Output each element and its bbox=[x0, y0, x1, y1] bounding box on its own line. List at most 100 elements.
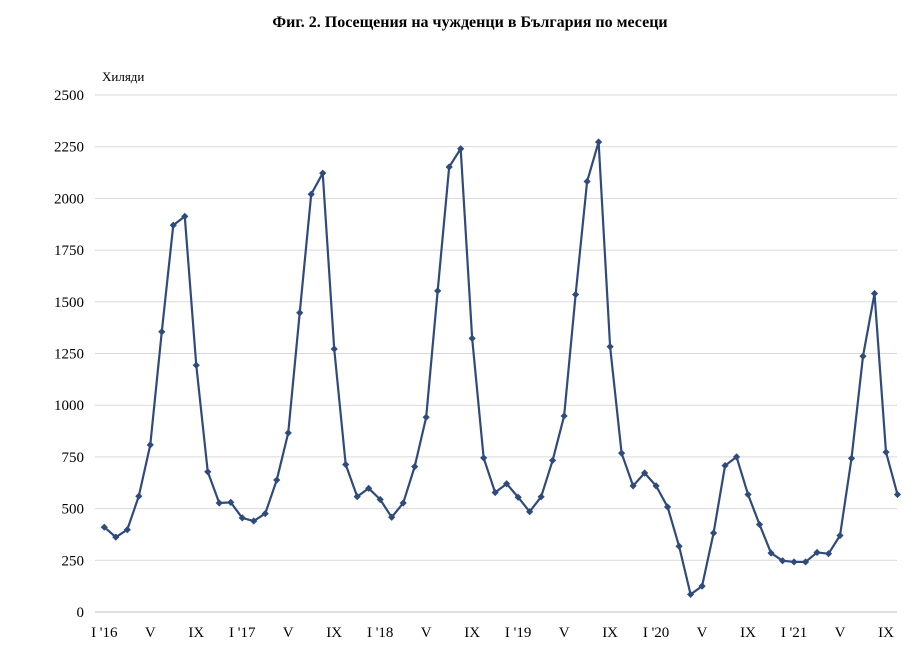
data-point bbox=[663, 503, 672, 511]
data-point bbox=[893, 490, 902, 499]
x-tick-label: I '21 bbox=[781, 625, 807, 641]
x-tick-label: IX bbox=[188, 625, 204, 641]
data-point bbox=[618, 449, 626, 457]
data-point bbox=[572, 290, 580, 299]
data-point bbox=[192, 361, 200, 369]
data-point bbox=[675, 542, 683, 550]
x-tick-label: I '18 bbox=[367, 625, 393, 641]
chart-title: Фиг. 2. Посещения на чужденци в България… bbox=[272, 14, 667, 31]
data-point bbox=[709, 529, 718, 537]
gridlines bbox=[95, 94, 897, 613]
data-point bbox=[744, 490, 752, 499]
x-tick-label: I '16 bbox=[91, 625, 118, 641]
x-tick-label: V bbox=[835, 625, 846, 641]
series-line bbox=[103, 140, 899, 596]
data-point bbox=[227, 498, 235, 506]
y-tick-label: 2000 bbox=[54, 191, 84, 207]
data-point bbox=[158, 328, 166, 336]
y-tick-label: 1000 bbox=[54, 398, 84, 414]
y-tick-label: 2500 bbox=[54, 88, 84, 104]
data-point bbox=[399, 499, 407, 507]
y-tick-label: 1750 bbox=[54, 243, 84, 259]
data-point bbox=[778, 557, 787, 565]
data-point bbox=[365, 484, 373, 492]
data-point bbox=[457, 145, 465, 153]
data-point bbox=[238, 514, 246, 522]
data-point bbox=[353, 493, 361, 501]
x-axis-ticks: I '16 V IX I '17 V IX I '18 V IX I '19 V IX I '20 V IX… bbox=[91, 625, 894, 641]
data-point bbox=[560, 412, 568, 420]
data-point bbox=[526, 508, 534, 516]
data-point bbox=[273, 476, 281, 484]
data-point bbox=[870, 289, 879, 298]
data-point bbox=[307, 190, 315, 198]
data-point bbox=[181, 212, 189, 220]
data-point bbox=[468, 334, 476, 343]
data-point bbox=[836, 531, 844, 540]
data-point bbox=[284, 429, 292, 437]
data-point bbox=[652, 482, 660, 490]
data-point bbox=[100, 523, 108, 531]
data-point bbox=[250, 517, 258, 525]
data-point bbox=[445, 163, 453, 171]
data-point bbox=[112, 533, 120, 541]
data-point bbox=[721, 461, 729, 470]
data-point bbox=[503, 480, 511, 488]
data-point bbox=[330, 345, 338, 353]
y-tick-label: 1250 bbox=[54, 347, 84, 363]
data-point bbox=[698, 582, 706, 590]
x-tick-label: IX bbox=[326, 625, 342, 641]
x-tick-label: V bbox=[283, 625, 294, 641]
data-point bbox=[859, 352, 867, 360]
data-point bbox=[169, 221, 177, 229]
data-point bbox=[583, 177, 591, 186]
x-tick-label: I '19 bbox=[505, 625, 531, 641]
data-point bbox=[847, 454, 856, 462]
data-point bbox=[342, 460, 350, 469]
data-point bbox=[146, 441, 154, 449]
y-tick-label: 0 bbox=[77, 605, 85, 621]
data-point bbox=[491, 488, 499, 497]
data-point bbox=[204, 468, 212, 476]
x-tick-label: IX bbox=[878, 625, 894, 641]
data-point bbox=[422, 413, 430, 421]
data-point bbox=[549, 456, 557, 465]
data-point bbox=[135, 492, 143, 500]
data-point bbox=[215, 499, 223, 507]
x-tick-label: V bbox=[697, 625, 708, 641]
data-point bbox=[640, 469, 649, 477]
data-point bbox=[882, 448, 890, 456]
data-point bbox=[411, 463, 419, 471]
x-tick-label: IX bbox=[602, 625, 618, 641]
data-point bbox=[319, 169, 327, 177]
data-point bbox=[123, 526, 131, 534]
x-tick-label: I '20 bbox=[643, 625, 669, 641]
data-point bbox=[755, 520, 764, 529]
y-tick-label: 2250 bbox=[54, 140, 84, 156]
data-point bbox=[629, 482, 637, 490]
series-markers bbox=[100, 138, 902, 599]
y-tick-label: 500 bbox=[62, 502, 85, 518]
data-point bbox=[732, 453, 741, 461]
x-tick-label: V bbox=[559, 625, 570, 641]
x-tick-label: V bbox=[145, 625, 156, 641]
data-point bbox=[296, 309, 304, 317]
data-point bbox=[813, 548, 821, 557]
data-point bbox=[514, 493, 522, 501]
data-point bbox=[537, 493, 545, 501]
x-tick-label: V bbox=[421, 625, 432, 641]
data-point bbox=[595, 138, 603, 146]
data-point bbox=[824, 550, 833, 558]
y-axis-ticks: 0 250 500 750 1000 1250 1500 1750 2000 2250 2500 bbox=[54, 88, 84, 621]
data-point bbox=[606, 343, 614, 351]
data-point bbox=[261, 509, 269, 518]
data-point bbox=[480, 454, 488, 462]
data-point bbox=[767, 549, 775, 557]
x-tick-label: IX bbox=[740, 625, 756, 641]
data-point bbox=[376, 495, 384, 504]
y-axis-label: Хиляди bbox=[102, 69, 144, 84]
data-point bbox=[434, 287, 442, 295]
x-tick-label: I '17 bbox=[229, 625, 256, 641]
x-tick-label: IX bbox=[464, 625, 480, 641]
